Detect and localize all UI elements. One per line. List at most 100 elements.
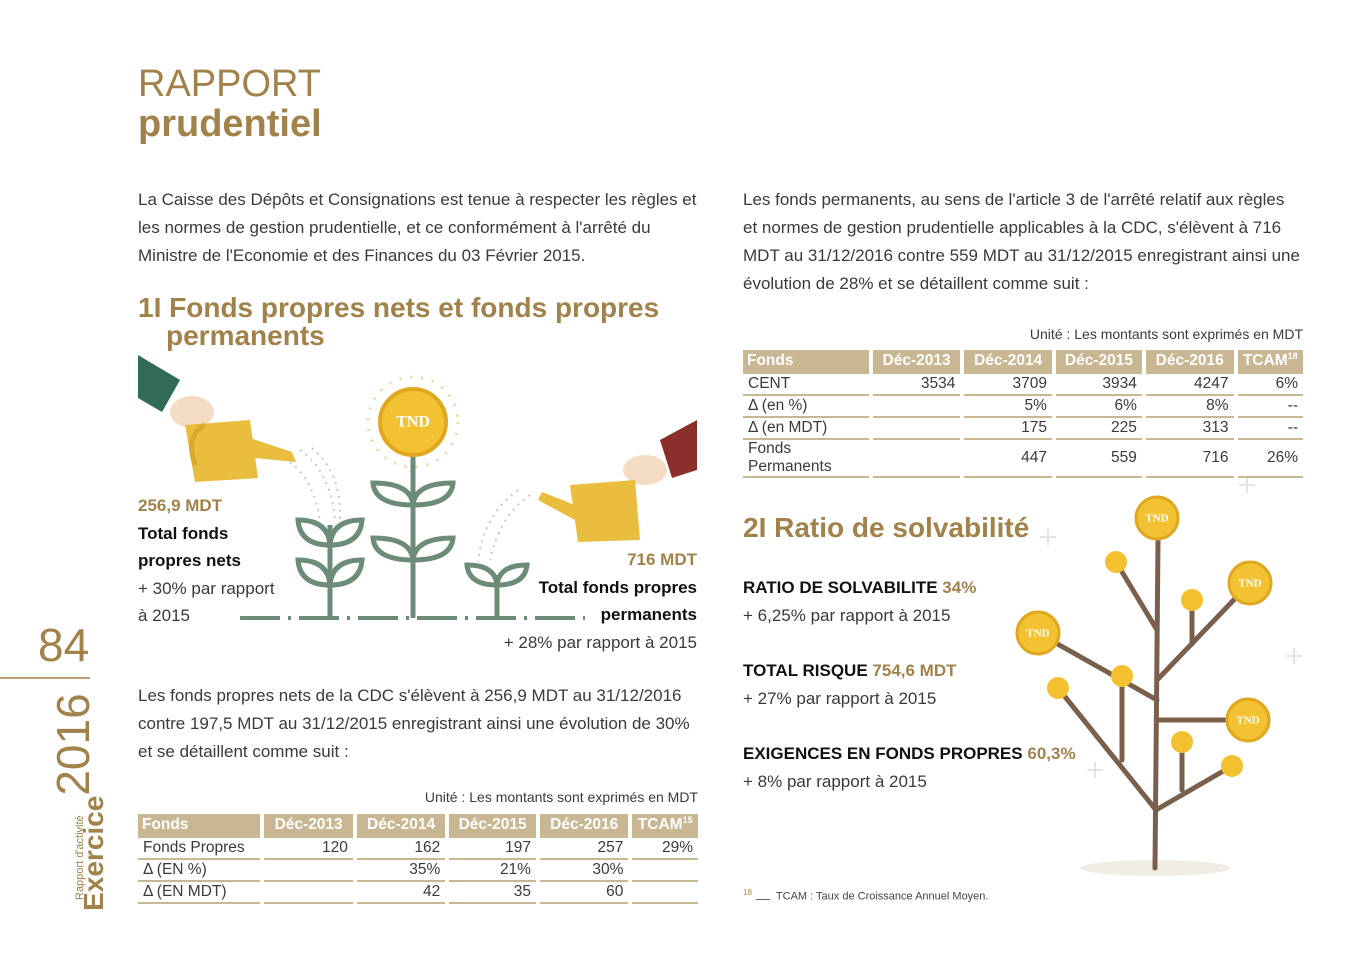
right-amount: 716 MDT	[627, 550, 697, 569]
table-cell: 26%	[1237, 440, 1303, 478]
table-head: Fonds Déc-2013 Déc-2014 Déc-2015 Déc-2016 TCA…	[138, 814, 698, 838]
table-cell: Δ (EN %)	[138, 860, 261, 882]
column-header-text: Déc-2014	[974, 352, 1043, 369]
solvency-label: TOTAL RISQUE	[743, 661, 868, 680]
left-change: + 30% par rapport à 2015	[138, 578, 275, 626]
table-cell: Δ (en %)	[743, 396, 869, 418]
table-cell	[264, 860, 353, 882]
solvency-label: RATIO DE SOLVABILITE	[743, 578, 938, 597]
solvency-item: EXIGENCES EN FONDS PROPRES 60,3% + 8% par…	[743, 740, 1083, 796]
solvency-label: EXIGENCES EN FONDS PROPRES	[743, 744, 1023, 763]
coin-label: TND	[1238, 578, 1261, 590]
coin-label: TND	[1145, 513, 1168, 525]
footnote-number: 18	[743, 888, 752, 897]
title-line2: prudentiel	[138, 103, 322, 145]
column-header: Déc-2015	[449, 814, 536, 838]
column-header: TCAM18	[1237, 350, 1303, 374]
table-row: CENT 3534 3709 3934 4247 6%	[743, 374, 1303, 396]
sidebar-label: Rapport d'activité Exercice2016	[40, 593, 109, 911]
table-cell: 30%	[539, 860, 629, 882]
column-header-text: Déc-2014	[367, 816, 436, 833]
table-body: Fonds Propres 120 162 197 257 29% Δ (EN %) 35% 2…	[138, 838, 698, 904]
column-header-text: TCAM	[1242, 352, 1288, 370]
table-cell: 559	[1055, 440, 1142, 478]
table-cell: 716	[1145, 440, 1234, 478]
table-cell: --	[1237, 418, 1303, 440]
solvency-value: 60,3%	[1027, 744, 1076, 763]
section2-heading: 2I Ratio de solvabilité	[743, 512, 1030, 543]
footnote-ref: 15	[682, 815, 693, 826]
table-cell: 35%	[356, 860, 446, 882]
table-cell: 60	[539, 882, 629, 904]
table-cell: 35	[449, 882, 536, 904]
table-cell: 8%	[1145, 396, 1234, 418]
table-cell	[632, 882, 698, 904]
table-cell: 5%	[964, 396, 1052, 418]
data-table: Fonds Déc-2013 Déc-2014 Déc-2015 Déc-2016 TCA…	[134, 814, 702, 904]
data-table: Fonds Déc-2013 Déc-2014 Déc-2015 Déc-2016 TCA…	[739, 350, 1307, 478]
footnote: 18 TCAM : Taux de Croissance Annuel Moyen…	[743, 888, 988, 903]
table-cell: 162	[356, 838, 446, 860]
solvency-item: RATIO DE SOLVABILITE 34% + 6,25% par rapp…	[743, 574, 1083, 630]
table-cell: 29%	[632, 838, 698, 860]
column-header: Déc-2014	[964, 350, 1052, 374]
table-unit: Unité : Les montants sont exprimés en MD…	[424, 789, 698, 805]
solvency-note: + 8% par rapport à 2015	[743, 772, 927, 791]
table-row: Δ (en %) 5% 6% 8% --	[743, 396, 1303, 418]
table-container: Fonds Déc-2013 Déc-2014 Déc-2015 Déc-2016 TCA…	[743, 350, 1307, 478]
table-container: Fonds Déc-2013 Déc-2014 Déc-2015 Déc-2016 TCA…	[138, 814, 702, 904]
solvency-list: RATIO DE SOLVABILITE 34% + 6,25% par rapp…	[743, 574, 1083, 823]
column-header-text: TCAM	[637, 816, 683, 834]
intro: La Caisse des Dépôts et Consignations es…	[138, 190, 697, 265]
solvency-head: RATIO DE SOLVABILITE 34%	[743, 574, 1083, 602]
table-cell: 225	[1055, 418, 1142, 440]
table-cell: Δ (en MDT)	[743, 418, 869, 440]
coin-label: TND	[1236, 715, 1259, 727]
column-header: Déc-2016	[1145, 350, 1234, 374]
table-head: Fonds Déc-2013 Déc-2014 Déc-2015 Déc-2016 TCA…	[743, 350, 1303, 374]
sidebar-exercise: Exercice	[78, 795, 109, 911]
table-cell: 3709	[964, 374, 1052, 396]
column-header: Déc-2014	[356, 814, 446, 838]
column-header: Fonds	[138, 814, 261, 838]
sidebar-year: 2016	[47, 693, 99, 796]
table-cell: 3534	[872, 374, 961, 396]
column-header-text: Déc-2015	[458, 816, 527, 833]
column-header-text: Déc-2013	[882, 352, 951, 369]
table-cell: 21%	[449, 860, 536, 882]
right-change: + 28% par rapport à 2015	[503, 632, 697, 652]
page-number: 84	[38, 619, 90, 671]
column-header: Déc-2013	[872, 350, 961, 374]
column-header-text: Déc-2016	[550, 816, 619, 833]
right-stat: 716 MDT Total fonds propres permanents +…	[497, 546, 697, 656]
title-line1: RAPPORT	[138, 63, 322, 105]
solvency-value: 754,6 MDT	[872, 661, 957, 680]
table-cell: 42	[356, 882, 446, 904]
solvency-head: TOTAL RISQUE 754,6 MDT	[743, 657, 1083, 685]
table-cell	[872, 396, 961, 418]
table-cell	[872, 418, 961, 440]
column-header: Déc-2013	[264, 814, 353, 838]
table-cell: Δ (EN MDT)	[138, 882, 261, 904]
table-row: Fonds Propres 120 162 197 257 29%	[138, 838, 698, 860]
table-cell: 120	[264, 838, 353, 860]
table-cell: 257	[539, 838, 629, 860]
footnote-ref: 18	[1287, 351, 1298, 362]
solvency-note: + 27% par rapport à 2015	[743, 689, 937, 708]
column-header: TCAM15	[632, 814, 698, 838]
table-cell: --	[1237, 396, 1303, 418]
column-header-text: Déc-2016	[1155, 352, 1224, 369]
table-row: Δ (en MDT) 175 225 313 --	[743, 418, 1303, 440]
column-header-text: Fonds	[747, 352, 794, 369]
column-header-text: Fonds	[142, 816, 189, 833]
column-header-text: Déc-2013	[274, 816, 343, 833]
left-amount: 256,9 MDT	[138, 496, 223, 515]
coin-label: TND	[1026, 628, 1049, 640]
header-row: Fonds Déc-2013 Déc-2014 Déc-2015 Déc-2016 TCA…	[138, 814, 698, 838]
table-cell: Fonds Propres	[138, 838, 261, 860]
right-label: Total fonds propres permanents	[538, 577, 697, 625]
permanent-funds-paragraph: Les fonds permanents, au sens de l'artic…	[743, 190, 1300, 293]
table-cell: 6%	[1055, 396, 1142, 418]
header-row: Fonds Déc-2013 Déc-2014 Déc-2015 Déc-2016 TCA…	[743, 350, 1303, 374]
